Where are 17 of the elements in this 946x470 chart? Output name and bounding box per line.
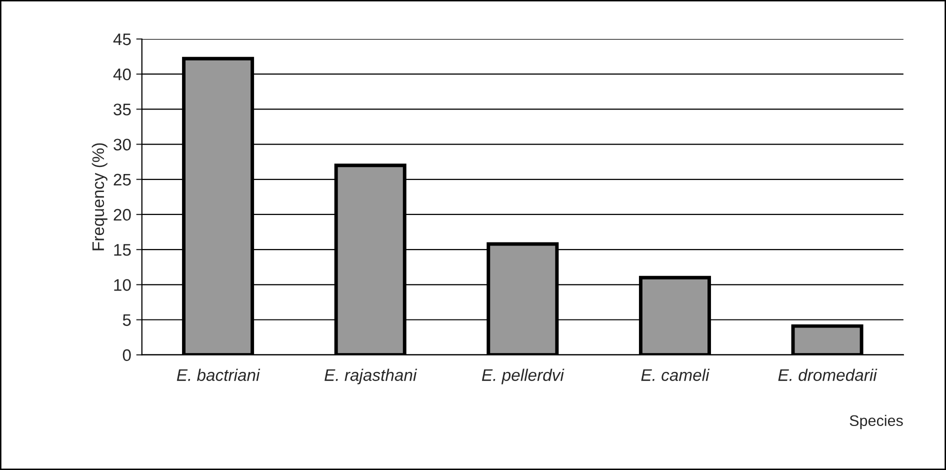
y-tick-label: 5: [122, 314, 131, 326]
y-tick-label: 45: [113, 34, 131, 46]
y-tick-label: 15: [114, 244, 131, 256]
x-tick-label: E. pellerdvi: [482, 368, 564, 384]
x-tick-label: E. dromedarii: [778, 368, 878, 381]
y-axis-title: Frequency (%): [92, 143, 108, 250]
y-tick-label: 30: [114, 138, 131, 150]
y-tick-label: 25: [114, 174, 131, 186]
y-tick-label: 20: [114, 208, 131, 221]
y-tick-label: 0: [122, 349, 131, 362]
y-tick-label: 40: [113, 68, 131, 80]
x-tick-label: E. cameli: [641, 368, 710, 381]
x-tick-label: E. bactriani: [176, 368, 260, 381]
x-axis-title: Species: [850, 414, 903, 430]
x-tick-label: E. rajasthani: [324, 368, 418, 384]
y-tick-label: 35: [114, 104, 131, 116]
y-tick-label: 10: [114, 279, 131, 291]
